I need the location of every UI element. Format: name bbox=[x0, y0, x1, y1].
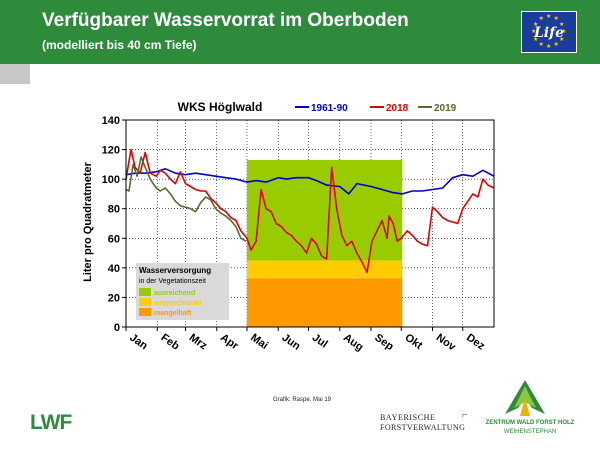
x-tick-label: Jan bbox=[127, 332, 150, 353]
x-tick-label: Okt bbox=[403, 332, 425, 353]
band-legend-swatch bbox=[139, 298, 151, 306]
eu-star-icon: ★ bbox=[538, 41, 544, 48]
bayern-logo-line1: BAYERISCHE bbox=[380, 413, 436, 422]
band-legend-swatch bbox=[139, 288, 151, 296]
eu-star-icon: ★ bbox=[531, 29, 537, 35]
bayerische-forstverwaltung-logo: BAYERISCHE FORSTVERWALTUNG ⌐ bbox=[380, 410, 469, 433]
x-tick-label: Jul bbox=[310, 332, 330, 351]
x-tick-label: Feb bbox=[159, 332, 182, 353]
y-tick-label: 80 bbox=[108, 204, 120, 216]
x-tick-label: Mrz bbox=[187, 332, 210, 353]
x-tick-label: Mai bbox=[248, 332, 270, 352]
x-tick-label: Sep bbox=[372, 332, 396, 354]
series-line-1961-90 bbox=[125, 168, 495, 195]
band-ausreichend bbox=[246, 159, 403, 261]
band-eingeschraenkt bbox=[246, 260, 403, 279]
series-legend: 1961-90 2018 2019 bbox=[295, 103, 457, 114]
legend-label-2018: 2018 bbox=[386, 103, 409, 114]
y-axis-label: Liter pro Quadratmeter bbox=[82, 161, 94, 282]
eu-star-icon: ★ bbox=[533, 36, 539, 43]
legend-label-2019: 2019 bbox=[434, 103, 457, 114]
eu-star-icon: ★ bbox=[553, 16, 559, 22]
plot-frame bbox=[125, 119, 495, 328]
x-tick-label: Jun bbox=[280, 332, 303, 353]
x-tick-label: Apr bbox=[218, 332, 241, 353]
header-accent-bar bbox=[0, 64, 30, 84]
y-tick-label: 20 bbox=[108, 292, 120, 304]
y-tick-label: 120 bbox=[102, 145, 120, 157]
eu-star-icon: ★ bbox=[558, 36, 565, 43]
zwf-logo-line2: WEIHENSTEPHAN bbox=[503, 429, 557, 435]
header-banner: Verfügbarer Wasservorrat im Oberboden (m… bbox=[0, 0, 600, 64]
chart-credit: Grafik: Raspe, Mai 19 bbox=[273, 397, 332, 403]
band-legend-label: mangelhaft bbox=[154, 310, 192, 317]
eu-star-icon: ★ bbox=[538, 16, 544, 22]
lwf-logo: LWF bbox=[30, 411, 72, 434]
band-legend: Wasserversorgung in der Vegetationszeit au… bbox=[136, 263, 229, 320]
band-legend-box bbox=[136, 263, 229, 320]
chart-title: WKS Höglwald bbox=[178, 100, 263, 114]
eu-life-logo-text: Life bbox=[533, 25, 565, 41]
band-legend-label: eingeschränkt bbox=[154, 300, 202, 307]
page-subtitle: (modelliert bis 40 cm Tiefe) bbox=[42, 38, 197, 52]
zentrum-wald-forst-holz-icon bbox=[505, 380, 545, 416]
page-title: Verfügbarer Wasservorrat im Oberboden bbox=[42, 10, 409, 31]
supply-bands bbox=[246, 159, 403, 327]
eu-star-icon: ★ bbox=[546, 44, 552, 50]
series-line-2018 bbox=[125, 148, 495, 274]
eu-star-icon: ★ bbox=[546, 14, 552, 20]
x-tick-label: Aug bbox=[341, 332, 365, 354]
band-legend-label: ausreichend bbox=[154, 290, 195, 297]
eu-life-logo: Life ★ ★ ★ ★ ★ ★ ★ ★ ★ ★ ★ ★ bbox=[521, 11, 577, 53]
y-tick-label: 0 bbox=[114, 322, 120, 334]
eu-star-icon: ★ bbox=[561, 29, 567, 35]
y-tick-label: 60 bbox=[108, 233, 120, 245]
lion-icon: ⌐ bbox=[462, 410, 469, 421]
band-legend-title: Wasserversorgung bbox=[139, 266, 211, 275]
series-line-2019 bbox=[125, 156, 247, 242]
eu-star-icon: ★ bbox=[553, 41, 559, 48]
eu-star-icon: ★ bbox=[558, 21, 565, 28]
zwf-logo-line1: ZENTRUM WALD FORST HOLZ bbox=[485, 420, 575, 426]
band-legend-swatch bbox=[139, 308, 151, 316]
band-legend-subtitle: in der Vegetationszeit bbox=[139, 278, 206, 285]
x-tick-label: Dez bbox=[464, 332, 487, 353]
y-tick-label: 140 bbox=[102, 115, 120, 127]
eu-star-icon: ★ bbox=[533, 21, 539, 28]
y-tick-label: 100 bbox=[102, 174, 120, 186]
legend-label-1961-90: 1961-90 bbox=[311, 103, 348, 114]
y-tick-label: 40 bbox=[108, 263, 120, 275]
bayern-logo-line2: FORSTVERWALTUNG bbox=[380, 423, 466, 432]
x-tick-label: Nov bbox=[434, 332, 459, 354]
band-mangelhaft bbox=[246, 278, 403, 327]
chart-series bbox=[125, 148, 495, 274]
